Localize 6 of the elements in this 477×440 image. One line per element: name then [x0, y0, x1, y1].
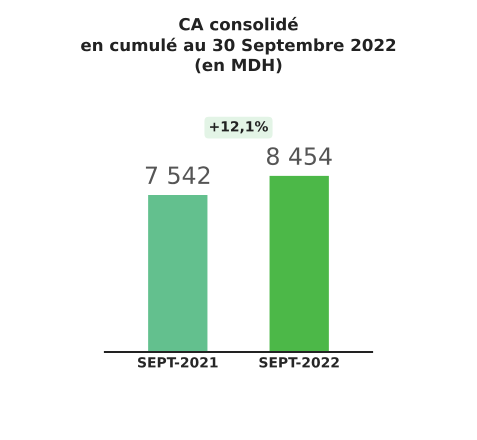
x-tick-label: SEPT-2022 [259, 357, 339, 368]
x-tick-label: SEPT-2021 [138, 357, 218, 368]
data-label: 8 454 [267, 147, 332, 166]
chart-title: CA consolidé en cumulé au 30 Septembre 2022 (en MDH) [81, 16, 396, 74]
data-label: 7 542 [146, 166, 210, 184]
text: +12,1% [210, 121, 268, 134]
